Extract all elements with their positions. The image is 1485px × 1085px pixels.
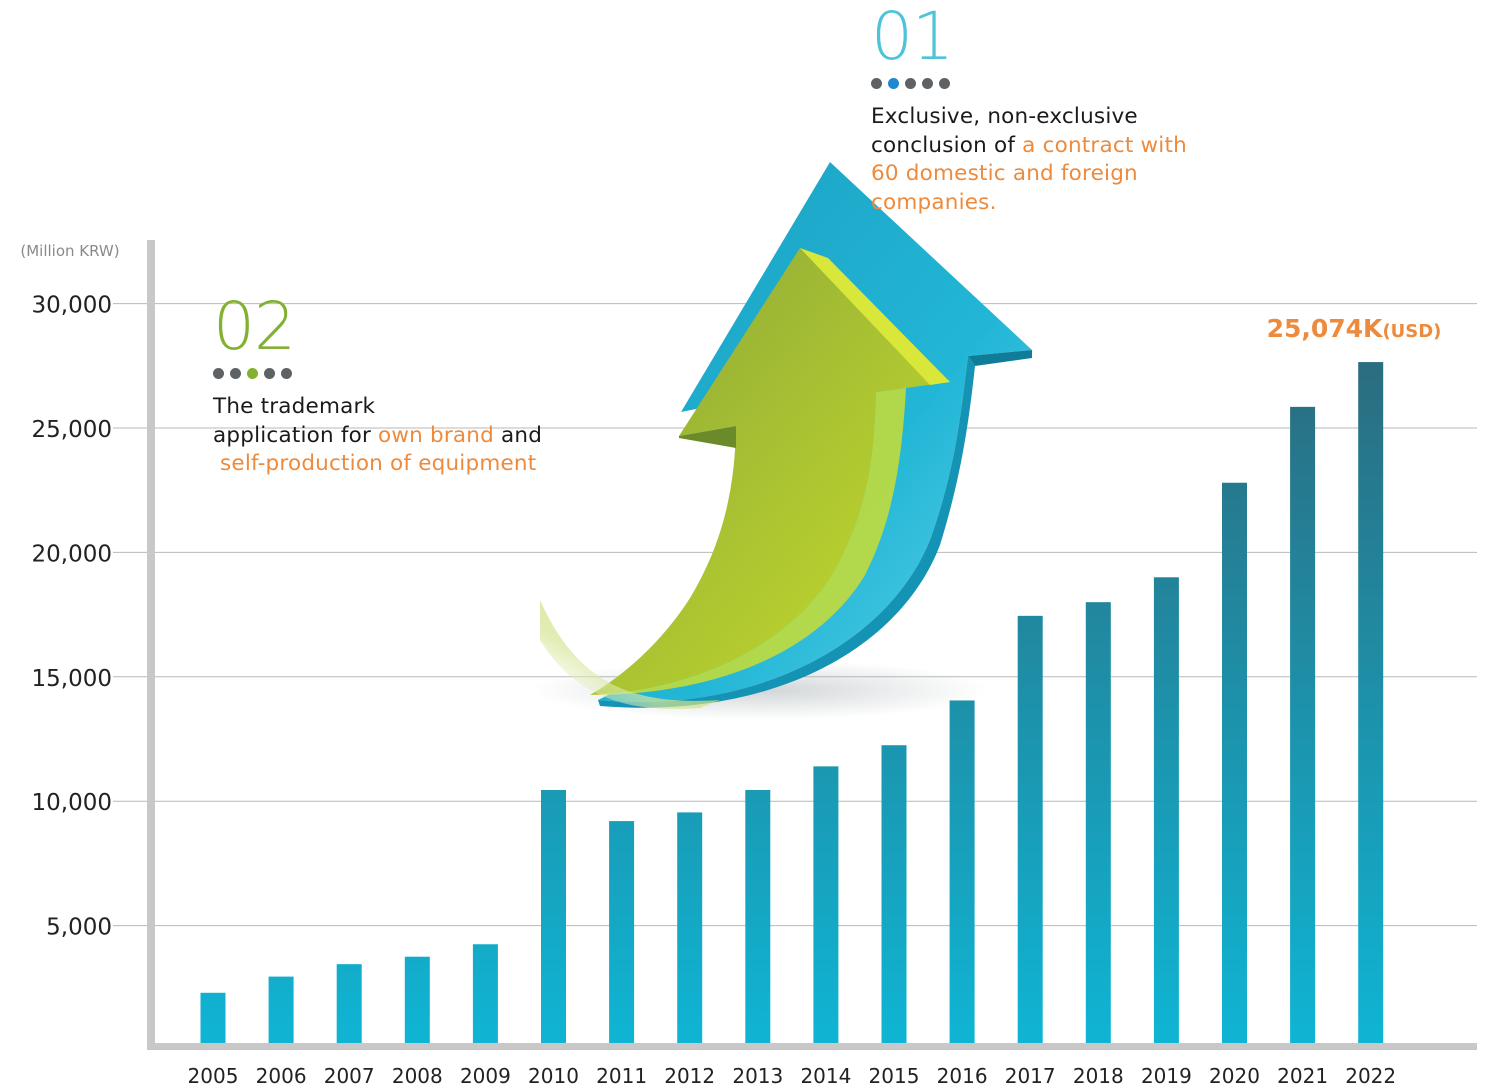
y-tick-label: 5,000 — [46, 915, 112, 941]
bar-2006 — [268, 976, 294, 1043]
x-tick-label: 2016 — [937, 1064, 988, 1085]
indicator-dot — [230, 368, 241, 379]
callout-02-plain: application for — [213, 422, 379, 448]
bar-2008 — [404, 956, 430, 1043]
y-tick-label: 25,000 — [32, 417, 112, 443]
bar-2010 — [541, 790, 566, 1043]
callout-01-line: conclusion of a contract with — [871, 132, 1187, 161]
indicator-dot — [922, 78, 933, 89]
callout-02-dots — [213, 368, 542, 379]
x-tick-label: 2007 — [324, 1064, 375, 1085]
data-annotation-2022: 25,074K(USD) — [1267, 314, 1442, 343]
x-tick-label: 2015 — [869, 1064, 920, 1085]
y-tick-label: 20,000 — [32, 541, 112, 567]
callout-01: 01 Exclusive, non-exclusive conclusion o… — [871, 4, 1187, 217]
indicator-dot — [871, 78, 882, 89]
x-tick-label: 2013 — [732, 1064, 783, 1085]
callout-01-highlight: companies. — [871, 189, 997, 215]
indicator-dot-active — [247, 368, 258, 379]
y-tick-label: 10,000 — [32, 790, 112, 816]
indicator-dot — [264, 368, 275, 379]
callout-02-text: The trademark application for own brand … — [213, 393, 542, 479]
bar-2018 — [1085, 602, 1111, 1043]
annotation-unit: (USD) — [1382, 321, 1441, 342]
annotation-value: 25,074K — [1267, 314, 1384, 343]
x-tick-label: 2021 — [1277, 1064, 1328, 1085]
growth-arrow-illustration — [530, 162, 1032, 720]
y-tick-labels: 5,000 10,000 15,000 20,000 25,000 30,000 — [32, 293, 112, 941]
y-tick-label: 30,000 — [32, 293, 112, 319]
x-tick-label: 2014 — [800, 1064, 851, 1085]
indicator-dot-active — [888, 78, 899, 89]
bar-2015 — [881, 745, 907, 1043]
bar-2019 — [1153, 577, 1179, 1043]
x-tick-label: 2018 — [1073, 1064, 1124, 1085]
bar-2020 — [1222, 482, 1247, 1044]
callout-01-text: Exclusive, non-exclusive conclusion of a… — [871, 103, 1187, 217]
callout-02-highlight: own brand — [378, 422, 494, 448]
x-tick-labels: 2005 2006 2007 2008 2009 2010 2011 2012 2013 2014… — [188, 1064, 1397, 1085]
x-tick-label: 2019 — [1141, 1064, 1192, 1085]
callout-01-highlight: 60 domestic and foreign — [871, 161, 1138, 186]
bar-2012 — [677, 812, 703, 1043]
callout-02-plain: and — [493, 422, 543, 448]
bar-2013 — [745, 790, 771, 1043]
callout-01-line: Exclusive, non-exclusive — [871, 104, 1138, 129]
callout-02-number: 02 — [213, 288, 296, 365]
y-axis-line — [147, 240, 155, 1050]
callout-01-number: 01 — [871, 0, 954, 75]
x-tick-label: 2006 — [256, 1064, 307, 1085]
bar-2007 — [336, 964, 362, 1043]
callout-02-highlight: self-production of equipment — [220, 451, 537, 476]
bar-2009 — [472, 944, 498, 1043]
bar-2017 — [1017, 615, 1043, 1043]
x-tick-label: 2011 — [596, 1064, 647, 1085]
x-tick-label: 2005 — [188, 1064, 239, 1085]
bar-2021 — [1290, 406, 1316, 1043]
callout-02-line: application for own brand and — [213, 422, 542, 451]
bar-2022 — [1358, 362, 1384, 1043]
callout-01-dots — [871, 78, 1187, 89]
x-tick-label: 2020 — [1209, 1064, 1260, 1085]
bar-2005 — [200, 992, 226, 1043]
callout-01-plain: conclusion of — [871, 132, 1023, 158]
callout-02-line: The trademark — [213, 394, 376, 419]
x-tick-label: 2010 — [528, 1064, 579, 1085]
indicator-dot — [281, 368, 292, 379]
y-tick-label: 15,000 — [32, 666, 112, 692]
x-tick-label: 2008 — [392, 1064, 443, 1085]
callout-02: 02 The trademark application for own bra… — [213, 294, 542, 479]
x-axis-line — [147, 1043, 1477, 1050]
x-tick-label: 2012 — [664, 1064, 715, 1085]
x-tick-label: 2009 — [460, 1064, 511, 1085]
x-tick-label: 2017 — [1005, 1064, 1056, 1085]
callout-01-highlight: a contract with — [1022, 132, 1187, 158]
y-axis-label: (Million KRW) — [20, 242, 119, 260]
bar-2011 — [609, 821, 635, 1043]
bar-2014 — [813, 766, 839, 1043]
bars — [200, 362, 1384, 1044]
x-tick-label: 2022 — [1345, 1064, 1396, 1085]
indicator-dot — [905, 78, 916, 89]
indicator-dot — [213, 368, 224, 379]
bar-2016 — [949, 700, 975, 1043]
indicator-dot — [939, 78, 950, 89]
